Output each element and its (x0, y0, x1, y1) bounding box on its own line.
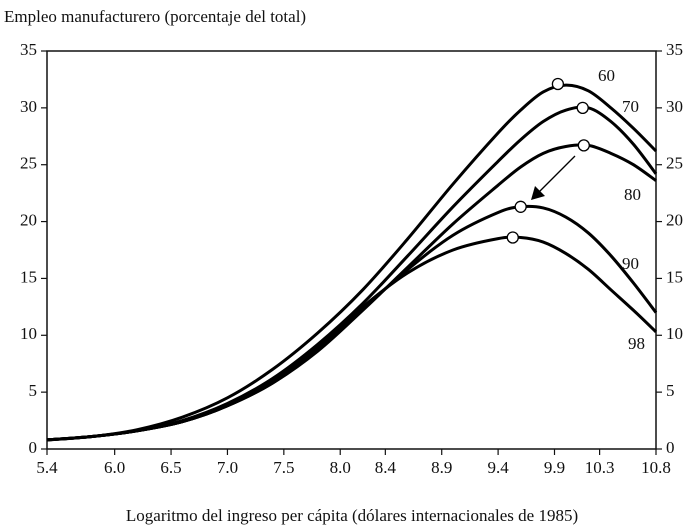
x-tick-label: 9.9 (544, 458, 565, 477)
x-tick-label: 7.5 (273, 458, 294, 477)
x-axis-label: Logaritmo del ingreso per cápita (dólare… (126, 506, 578, 525)
y2-tick-label: 30 (666, 97, 683, 116)
x-tick-label: 9.4 (487, 458, 509, 477)
peak-marker (506, 231, 519, 244)
y-tick-label: 25 (20, 154, 37, 173)
y-tick-label: 5 (29, 381, 38, 400)
chart-title: Empleo manufacturero (porcentaje del tot… (4, 7, 306, 26)
curve (46, 105, 658, 442)
x-tick-label: 5.4 (36, 458, 58, 477)
plot-frame (46, 50, 657, 450)
y2-tick-label: 15 (666, 267, 683, 286)
series-label: 60 (598, 66, 615, 85)
peak-marker (577, 139, 590, 152)
x-tick-label: 10.3 (585, 458, 615, 477)
y-tick-label: 10 (20, 324, 37, 343)
y2-tick-label: 20 (666, 210, 683, 229)
y2-tick-label: 35 (666, 40, 683, 59)
arrow-head (531, 186, 545, 200)
x-tick-label: 8.0 (330, 458, 351, 477)
y-tick-label: 0 (29, 438, 38, 457)
y-tick-label: 30 (20, 97, 37, 116)
x-tick-label: 10.8 (641, 458, 671, 477)
series-label: 90 (622, 254, 639, 273)
series-label: 70 (622, 97, 639, 116)
x-tick-label: 8.4 (375, 458, 397, 477)
peak-marker (514, 200, 527, 213)
y2-tick-label: 0 (666, 438, 675, 457)
y-tick-label: 20 (20, 210, 37, 229)
x-tick-label: 6.5 (160, 458, 181, 477)
y2-tick-label: 10 (666, 324, 683, 343)
curve (46, 143, 657, 442)
y-tick-label: 35 (20, 40, 37, 59)
x-tick-label: 6.0 (104, 458, 125, 477)
y-tick-label: 15 (20, 267, 37, 286)
x-tick-label: 8.9 (431, 458, 452, 477)
curve (46, 235, 658, 442)
series-label: 98 (628, 334, 645, 353)
series-label: 80 (624, 185, 641, 204)
peak-marker (576, 101, 589, 115)
x-tick-label: 7.0 (217, 458, 238, 477)
y2-tick-label: 25 (666, 154, 683, 173)
curve (46, 83, 658, 442)
peak-marker (551, 77, 565, 91)
curve (46, 204, 658, 442)
arrow-shaft (537, 155, 576, 194)
y2-tick-label: 5 (666, 381, 675, 400)
